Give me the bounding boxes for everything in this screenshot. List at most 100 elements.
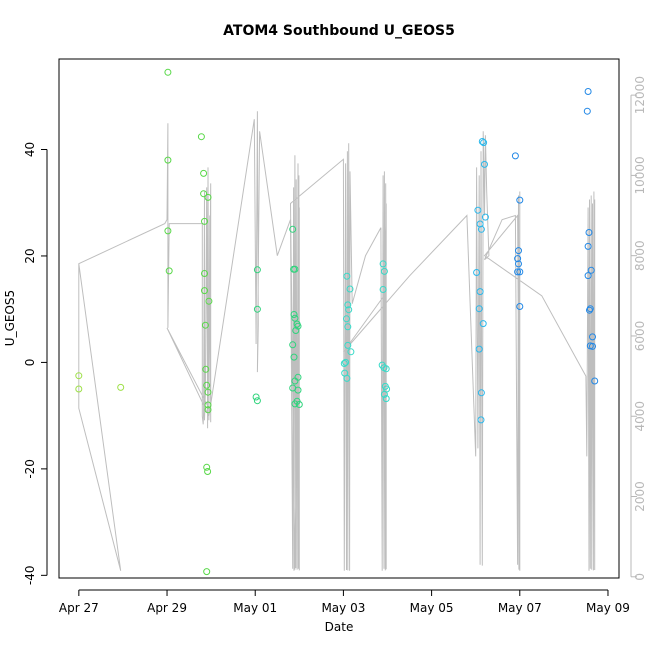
y-right-tick-label: 8000 bbox=[633, 240, 647, 271]
data-point bbox=[164, 68, 172, 76]
data-point bbox=[343, 272, 351, 280]
data-point bbox=[204, 388, 212, 396]
data-point bbox=[200, 190, 208, 198]
data-point bbox=[475, 345, 483, 353]
data-point bbox=[480, 139, 488, 147]
data-point bbox=[340, 360, 348, 367]
data-point bbox=[201, 321, 209, 329]
plot-frame bbox=[58, 58, 620, 579]
data-point bbox=[290, 311, 298, 318]
data-point bbox=[200, 169, 208, 177]
data-point bbox=[583, 107, 591, 115]
y-right-tick-label: 2000 bbox=[633, 481, 647, 512]
x-axis-label: Date bbox=[325, 620, 354, 634]
data-point bbox=[253, 397, 261, 405]
data-point bbox=[589, 333, 596, 341]
x-tick-label: May 03 bbox=[321, 601, 365, 615]
data-point bbox=[291, 400, 299, 408]
data-point bbox=[164, 156, 172, 164]
data-point bbox=[382, 365, 390, 373]
data-point bbox=[344, 341, 352, 349]
y-left-tick-label: -20 bbox=[23, 459, 37, 479]
data-point bbox=[291, 265, 299, 273]
x-tick-label: Apr 27 bbox=[59, 601, 99, 615]
data-point bbox=[591, 377, 599, 385]
data-point bbox=[253, 305, 261, 313]
data-point bbox=[475, 305, 483, 313]
data-point bbox=[75, 385, 83, 393]
data-point bbox=[481, 160, 488, 168]
y-axis-left: -40 -20 0 20 40 bbox=[23, 142, 48, 586]
y-left-tick-label: 40 bbox=[23, 142, 37, 157]
data-point bbox=[515, 247, 522, 255]
y-axis-label: U_GEOS5 bbox=[3, 290, 17, 346]
x-tick-label: May 09 bbox=[586, 601, 630, 615]
y-right-tick-label: 12000 bbox=[633, 76, 647, 114]
data-point bbox=[197, 133, 205, 141]
data-point bbox=[164, 227, 172, 235]
data-point bbox=[346, 285, 354, 293]
y-right-tick-label: 4000 bbox=[633, 401, 647, 432]
data-point bbox=[380, 390, 388, 398]
data-point bbox=[586, 306, 593, 314]
data-point bbox=[379, 260, 387, 268]
data-point bbox=[511, 152, 519, 160]
data-point bbox=[382, 395, 390, 403]
data-point bbox=[481, 213, 489, 221]
data-point bbox=[291, 377, 299, 385]
data-point bbox=[292, 327, 300, 334]
data-point bbox=[473, 269, 481, 276]
data-point bbox=[342, 358, 350, 366]
data-point bbox=[204, 406, 212, 414]
data-point bbox=[201, 217, 208, 225]
y-left-tick-label: 0 bbox=[23, 359, 37, 367]
data-point bbox=[204, 193, 212, 201]
y-right-tick-label: 0 bbox=[633, 573, 647, 581]
data-point bbox=[201, 270, 208, 277]
data-point bbox=[476, 288, 484, 296]
data-point bbox=[202, 365, 210, 373]
data-point bbox=[295, 401, 303, 408]
y-left-tick-label: 20 bbox=[23, 248, 37, 263]
data-point bbox=[344, 323, 352, 331]
x-tick-label: Apr 29 bbox=[147, 601, 187, 615]
data-point bbox=[585, 229, 593, 236]
data-point bbox=[345, 306, 353, 314]
data-point bbox=[379, 286, 387, 293]
y-axis-right: 0 2000 4000 6000 8000 10000 12000 bbox=[630, 76, 647, 581]
altitude-line-layer bbox=[78, 111, 596, 571]
data-point bbox=[515, 260, 522, 268]
data-point bbox=[589, 342, 596, 350]
y-right-tick-label: 10000 bbox=[633, 156, 647, 194]
data-point bbox=[294, 322, 302, 330]
data-point bbox=[252, 393, 260, 401]
data-point bbox=[204, 468, 212, 475]
x-tick-label: May 07 bbox=[498, 601, 542, 615]
x-tick-label: May 01 bbox=[233, 601, 277, 615]
data-point bbox=[203, 463, 211, 471]
data-point bbox=[203, 381, 211, 389]
data-point bbox=[479, 320, 487, 328]
data-point bbox=[75, 372, 83, 380]
data-point bbox=[289, 341, 297, 349]
data-point bbox=[474, 206, 482, 214]
data-point bbox=[584, 88, 592, 95]
y-left-tick-label: -40 bbox=[23, 566, 37, 586]
x-axis: Apr 27 Apr 29 May 01 May 03 May 05 May 07 May … bbox=[59, 589, 630, 615]
data-points-layer bbox=[75, 68, 599, 576]
data-point bbox=[204, 401, 212, 409]
data-point bbox=[478, 138, 486, 145]
data-point bbox=[165, 267, 173, 275]
data-point bbox=[380, 267, 388, 275]
data-point bbox=[290, 353, 298, 361]
data-point bbox=[477, 416, 485, 424]
chart-title: ATOM4 Southbound U_GEOS5 bbox=[223, 23, 455, 39]
data-point bbox=[516, 303, 524, 310]
data-point bbox=[584, 272, 592, 280]
data-point bbox=[516, 196, 524, 204]
data-point bbox=[291, 314, 299, 322]
data-point bbox=[294, 386, 302, 394]
data-point bbox=[587, 266, 595, 274]
